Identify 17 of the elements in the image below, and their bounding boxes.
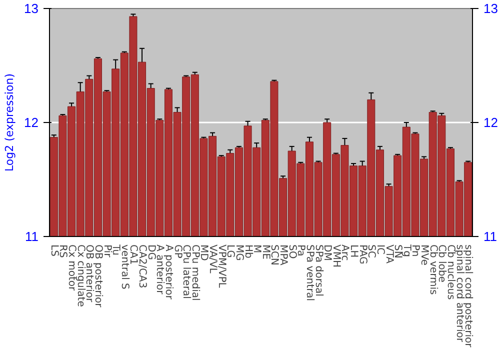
- y-tick-label: 13: [24, 1, 39, 16]
- y-tick-label: 11: [25, 229, 39, 244]
- y2-tick-label: 12: [484, 115, 498, 130]
- x-tick-label: VA/VL: [207, 244, 218, 274]
- x-tick-label: CA1: [128, 244, 139, 265]
- x-tick-label: MPA: [278, 244, 289, 266]
- x-tick-label: LH: [348, 244, 360, 258]
- x-tick-label: spinal cord anterior: [454, 244, 465, 343]
- y-axis-title: Log2 (expression): [3, 73, 16, 172]
- x-tick-label: MVe: [418, 244, 430, 266]
- y-tick-label: 12: [24, 115, 39, 130]
- x-tick-label: CA2/CA3: [136, 244, 148, 288]
- x-tick-label: LS: [48, 244, 60, 256]
- x-tick-label: Cx motor: [66, 244, 78, 292]
- y2-tick-label: 11: [484, 229, 497, 244]
- x-tick-label: spinal cord posterior: [462, 244, 474, 348]
- y2-tick-label: 13: [484, 1, 498, 16]
